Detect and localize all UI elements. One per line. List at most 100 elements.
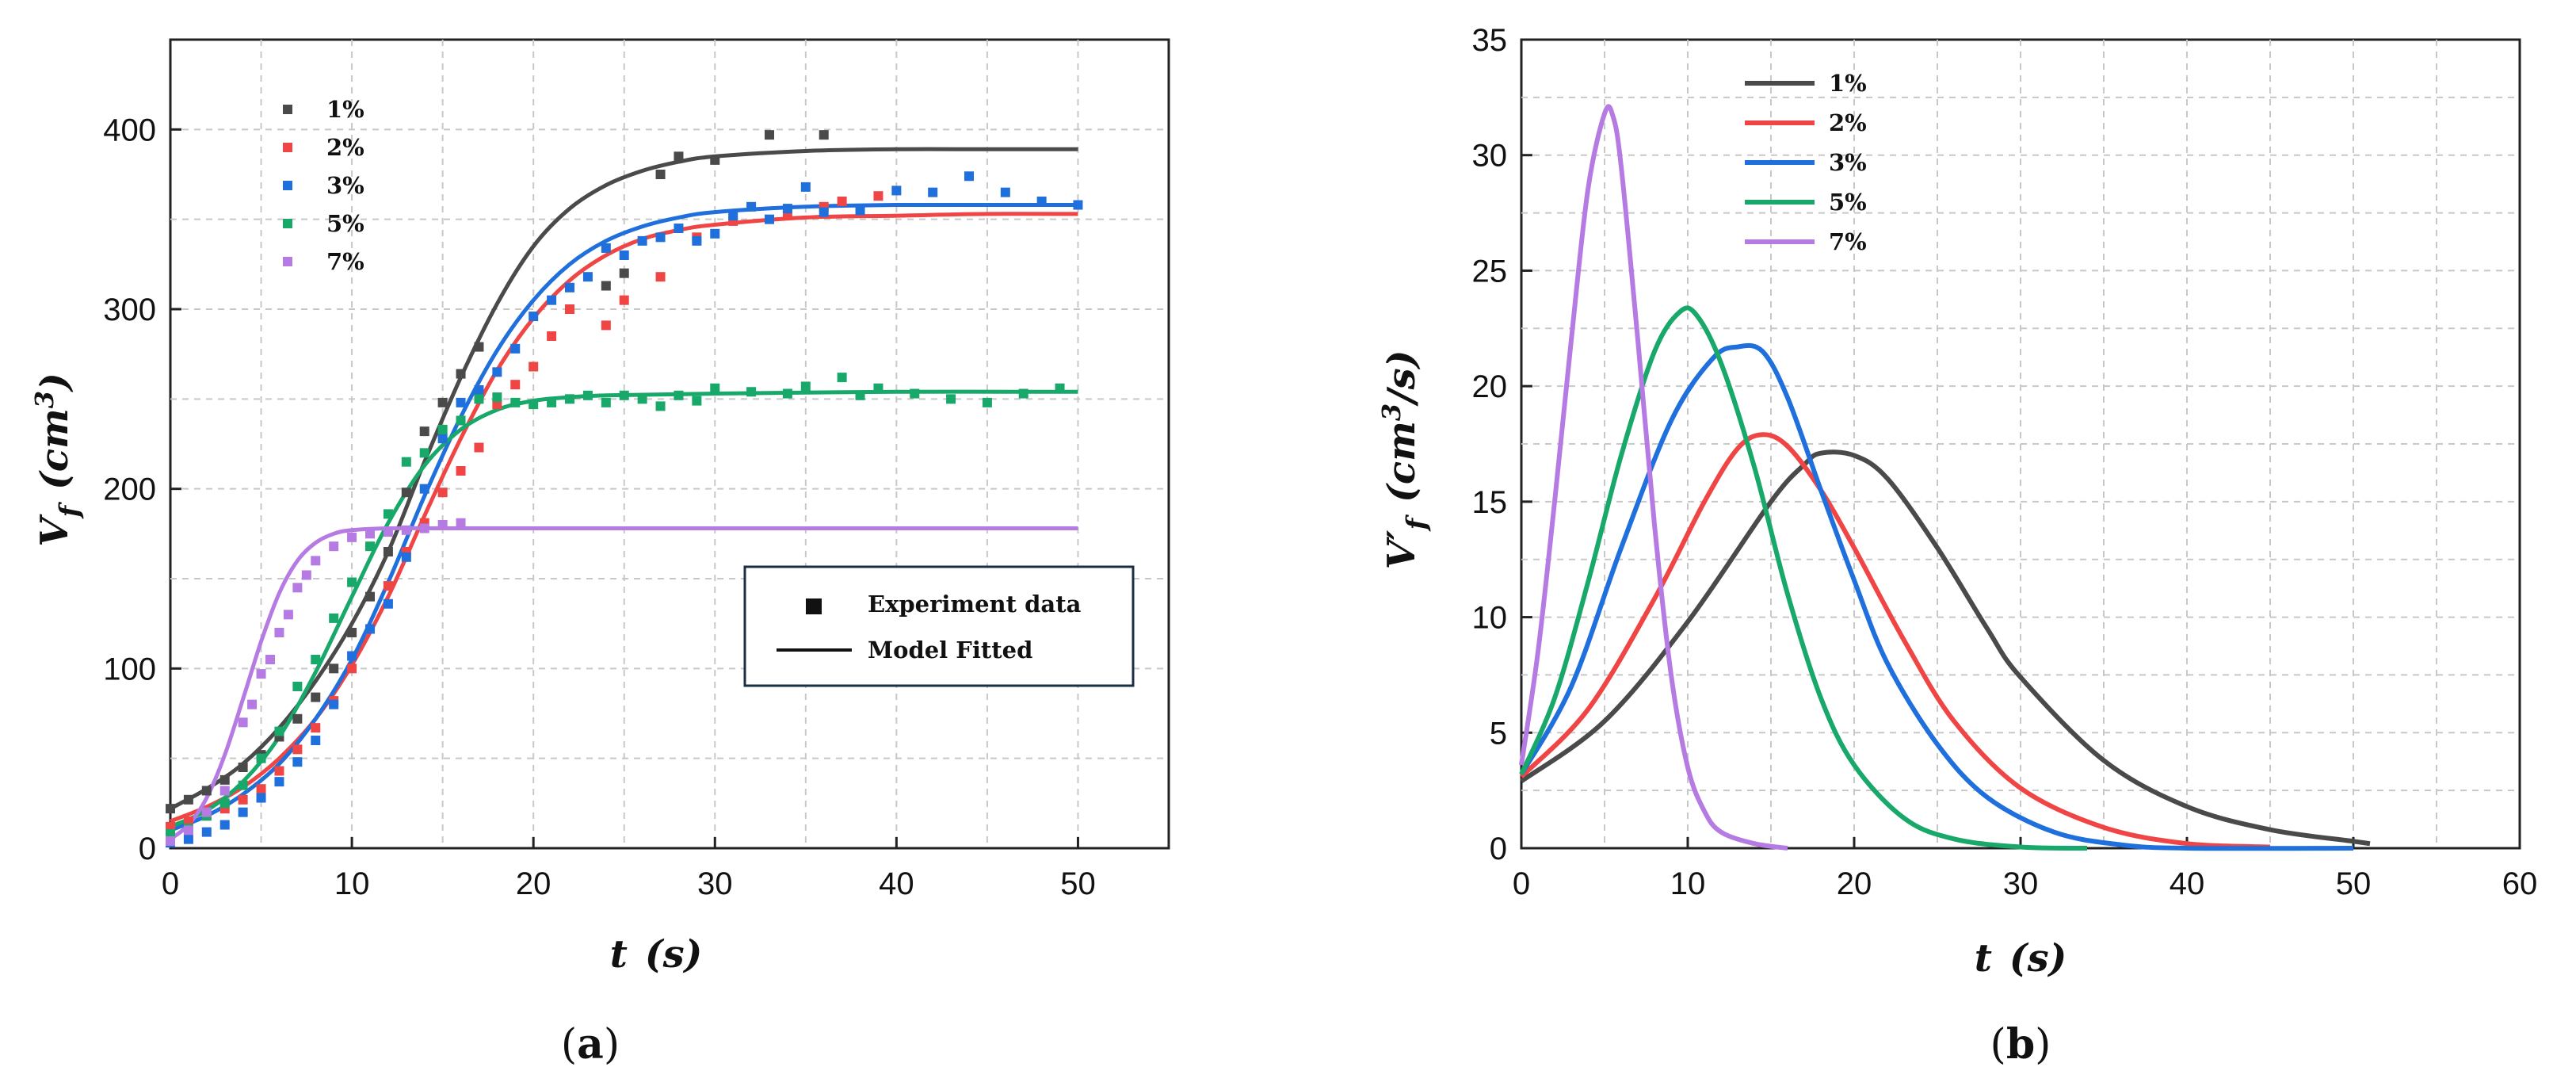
panel-a-point-3: [728, 211, 738, 221]
panel-b-legend-label-2: 2%: [1829, 109, 1867, 136]
panel-a-point-1: [819, 130, 829, 140]
panel-a-chart: 0 10 20 30 40 50 0 100 200 300 400 1% 2% 3% 5% 7% Expe…: [29, 38, 1170, 1069]
panel-b-caption: (b): [1990, 1020, 2051, 1069]
panel-a-point-4: [547, 397, 557, 407]
panel-b-ticks: 0 10 20 30 40 50 60 0 5 10 15 20 25 30 35: [1472, 23, 2538, 901]
panel-a-point-1: [419, 426, 429, 437]
panel-a-point-4: [419, 448, 429, 458]
panel-a-point-2: [837, 197, 847, 206]
model-fitted-label: Model Fitted: [868, 637, 1032, 663]
panel-a-point-4: [565, 394, 574, 404]
panel-a-point-4: [619, 390, 629, 400]
panel-a-point-3: [565, 282, 574, 293]
panel-a-point-4: [365, 541, 375, 552]
panel-a-point-3: [201, 827, 212, 837]
panel-b-x-axis-title: t (s): [1975, 936, 2067, 981]
panel-a-x-axis-title: t (s): [610, 932, 703, 977]
panel-b-legend-label-4: 5%: [1829, 189, 1867, 216]
panel-a-point-1: [601, 281, 611, 291]
panel-a-point-5: [274, 628, 284, 637]
panel-a-point-2: [256, 784, 266, 794]
panel-b-y-tick-label: 30: [1472, 139, 1508, 174]
panel-a-point-2: [601, 320, 611, 331]
panel-a-point-4: [256, 753, 266, 763]
panel-a-y-tick-label: 200: [103, 472, 156, 507]
panel-a-point-3: [619, 250, 629, 260]
panel-a-legend-marker-4: [283, 219, 292, 228]
panel-b-x-tick-label: 10: [1670, 866, 1706, 901]
panel-b-legend-label-1: 1%: [1829, 70, 1867, 97]
panel-b-series-legend: 1% 2% 3% 5% 7%: [1745, 70, 1867, 255]
panel-a-point-3: [311, 736, 321, 745]
panel-a-point-3: [928, 187, 938, 197]
panel-a-point-2: [311, 723, 321, 733]
panel-a-point-3: [238, 807, 248, 817]
panel-b-grid: [1521, 40, 2520, 848]
panel-a-point-3: [964, 171, 974, 182]
panel-a-point-3: [437, 434, 448, 444]
panel-a-point-1: [674, 151, 684, 162]
panel-a-point-3: [347, 651, 357, 661]
panel-a-point-4: [166, 828, 175, 839]
panel-a-point-5: [419, 523, 429, 533]
panel-a-legend-marker-2: [283, 143, 292, 152]
panel-a-point-5: [265, 655, 275, 664]
panel-a-point-2: [873, 191, 883, 201]
panel-a-point-1: [238, 763, 248, 772]
panel-a-legend-label-1: 1%: [326, 96, 364, 123]
panel-a-point-1: [183, 794, 193, 805]
panel-a-point-1: [619, 268, 629, 278]
panel-a-point-1: [365, 591, 375, 602]
panel-a-point-5: [301, 570, 311, 580]
panel-a-point-4: [710, 383, 720, 393]
panel-a-point-3: [582, 272, 593, 282]
panel-a-point-3: [674, 224, 684, 233]
panel-a-point-1: [219, 774, 230, 785]
panel-a-x-tick-label: 50: [1060, 866, 1096, 901]
panel-a-point-1: [383, 547, 393, 556]
panel-a-point-3: [256, 793, 266, 803]
panel-a-point-3: [637, 235, 647, 246]
panel-a-point-4: [655, 401, 666, 411]
panel-a-point-3: [782, 204, 792, 214]
panel-a-point-4: [982, 397, 992, 407]
panel-a-fit-line-5: [169, 526, 1078, 841]
panel-a-point-1: [655, 170, 666, 179]
type-legend-box: [743, 565, 1135, 687]
panel-a-point-2: [238, 794, 248, 805]
panel-b-legend-label-3: 3%: [1829, 149, 1867, 176]
panel-a-point-2: [219, 804, 230, 814]
panel-a-point-2: [474, 442, 484, 453]
panel-b-legend-label-5: 7%: [1829, 228, 1867, 255]
panel-a-point-1: [474, 342, 484, 352]
panel-a-type-legend: Experiment data Model Fitted: [743, 565, 1135, 687]
panel-a-point-3: [655, 232, 666, 243]
panel-a-point-4: [401, 457, 411, 467]
panel-a-point-4: [637, 394, 647, 404]
panel-a-y-tick-label: 400: [103, 113, 156, 147]
panel-a-point-3: [492, 367, 502, 377]
panel-a-point-3: [1073, 200, 1083, 210]
panel-a-y-tick-label: 100: [103, 652, 156, 686]
panel-a-point-4: [946, 394, 956, 404]
panel-a-point-5: [283, 610, 293, 620]
panel-a-point-3: [1036, 197, 1047, 206]
panel-b-series-lines: [1519, 104, 2371, 851]
panel-a-point-3: [547, 295, 557, 305]
panel-a-point-4: [383, 509, 393, 519]
panel-a-point-3: [292, 757, 303, 767]
panel-b-chart: 0 10 20 30 40 50 60 0 5 10 15 20 25 30 35 1% 2% 3% 5% 7% t…: [1376, 23, 2537, 1069]
panel-a-point-4: [510, 397, 521, 407]
panel-b-line-1: [1520, 449, 2371, 847]
panel-b-y-axis-title: V′f(cm3/s): [1376, 350, 1433, 570]
panel-a-point-3: [765, 214, 774, 224]
panel-b-y-tick-label: 15: [1472, 485, 1508, 520]
panel-a-point-2: [547, 331, 557, 341]
panel-a-point-4: [529, 400, 539, 410]
panel-a-point-4: [274, 726, 284, 736]
panel-a-point-5: [329, 541, 339, 552]
panel-a-point-1: [292, 713, 303, 724]
panel-a-point-4: [855, 390, 865, 400]
panel-a-point-5: [311, 556, 321, 566]
panel-a-point-3: [1000, 187, 1010, 197]
